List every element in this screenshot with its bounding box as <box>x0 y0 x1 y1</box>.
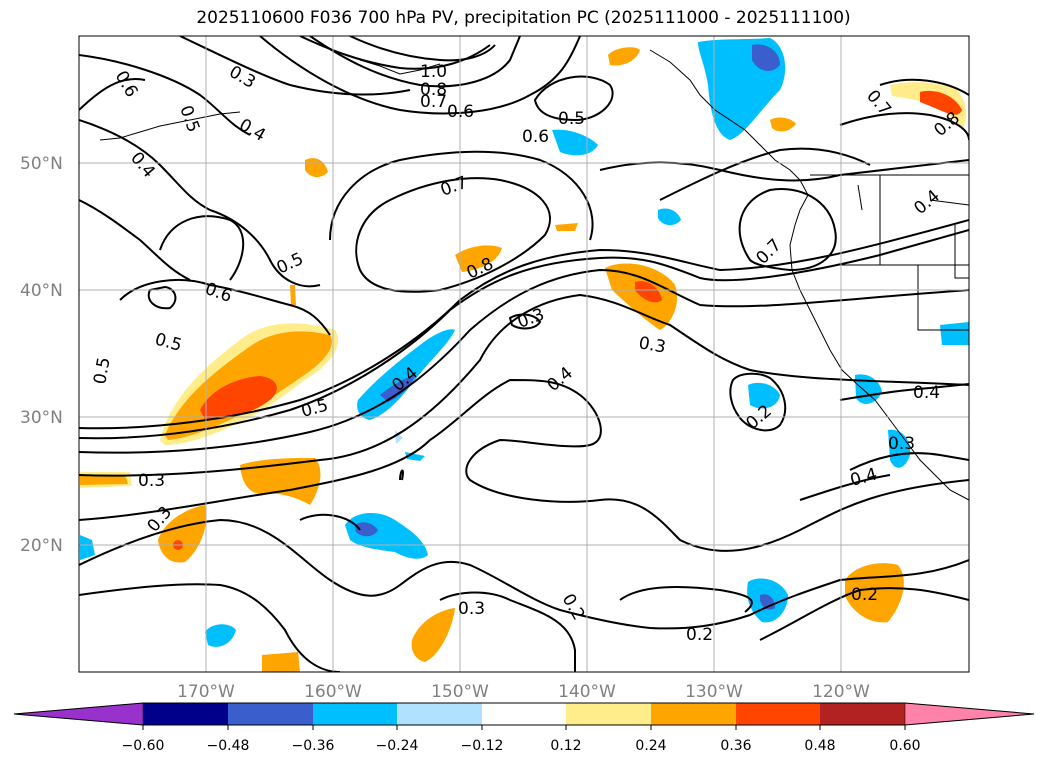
contour-label: 0.6 <box>522 127 549 147</box>
colorbar-tick-label: 0.48 <box>804 738 835 754</box>
lon-label-120w: 120°W <box>812 682 870 702</box>
colorbar-segment <box>313 703 397 725</box>
colorbar-segment <box>566 703 651 725</box>
colorbar-tick-label: 0.12 <box>550 738 581 754</box>
contour-label: 0.3 <box>138 471 165 491</box>
latitude-labels: 50°N 40°N 30°N 20°N <box>20 154 63 556</box>
colorbar-tick-label: −0.24 <box>376 738 419 754</box>
lon-label-170w: 170°W <box>177 682 235 702</box>
lon-label-160w: 160°W <box>304 682 362 702</box>
lat-label-30n: 30°N <box>20 408 63 428</box>
lon-label-130w: 130°W <box>685 682 743 702</box>
contour-label: 0.3 <box>637 333 667 357</box>
map-title: 2025110600 F036 700 hPa PV, precipitatio… <box>196 8 851 28</box>
contour-label: 0.5 <box>558 109 585 129</box>
contour-label: 0.5 <box>90 356 114 386</box>
contour-label: 1.0 <box>420 62 447 82</box>
colorbar-segment <box>228 703 313 725</box>
lat-label-50n: 50°N <box>20 154 63 174</box>
contour-label: 0.4 <box>913 383 940 403</box>
map-frame <box>78 35 970 673</box>
colorbar-tick-label: −0.36 <box>292 738 335 754</box>
lat-label-20n: 20°N <box>20 536 63 556</box>
coastlines <box>99 49 969 501</box>
lon-label-150w: 150°W <box>431 682 489 702</box>
longitude-labels: 170°W 160°W 150°W 140°W 130°W 120°W <box>177 682 870 702</box>
colorbar-segment <box>736 703 820 725</box>
contour-label: 0.8 <box>420 80 447 100</box>
lon-label-140w: 140°W <box>558 682 616 702</box>
colorbar-tick-label: −0.60 <box>122 738 165 754</box>
gridlines <box>79 36 969 672</box>
contour-label: 0.2 <box>686 625 713 645</box>
contour-label: 0.2 <box>851 585 878 605</box>
contour-label: 0.7 <box>420 92 447 112</box>
colorbar-tick-label: 0.60 <box>889 738 920 754</box>
contour-label: 0.6 <box>447 102 474 122</box>
colorbar-ticks <box>142 725 906 730</box>
colorbar-tick-label: −0.48 <box>207 738 250 754</box>
colorbar-tick-label: 0.24 <box>635 738 666 754</box>
colorbar-segment <box>397 703 482 725</box>
colorbar-segment <box>143 703 228 725</box>
colorbar-segment <box>820 703 905 725</box>
colorbar-extend-low <box>13 702 144 726</box>
contour-label: 0.3 <box>458 599 485 619</box>
colorbar-segment <box>651 703 736 725</box>
precip-positive-areas <box>80 47 967 672</box>
pv-contours <box>79 36 969 672</box>
colorbar-tick-label: −0.12 <box>461 738 504 754</box>
lat-label-40n: 40°N <box>20 281 63 301</box>
colorbar: −0.60 −0.48 −0.36 −0.24 −0.12 0.12 0.24 … <box>13 702 1035 754</box>
colorbar-tick-label: 0.36 <box>720 738 751 754</box>
contour-label: 0.3 <box>888 434 915 454</box>
colorbar-extend-high <box>904 702 1035 726</box>
colorbar-segment <box>482 703 566 725</box>
